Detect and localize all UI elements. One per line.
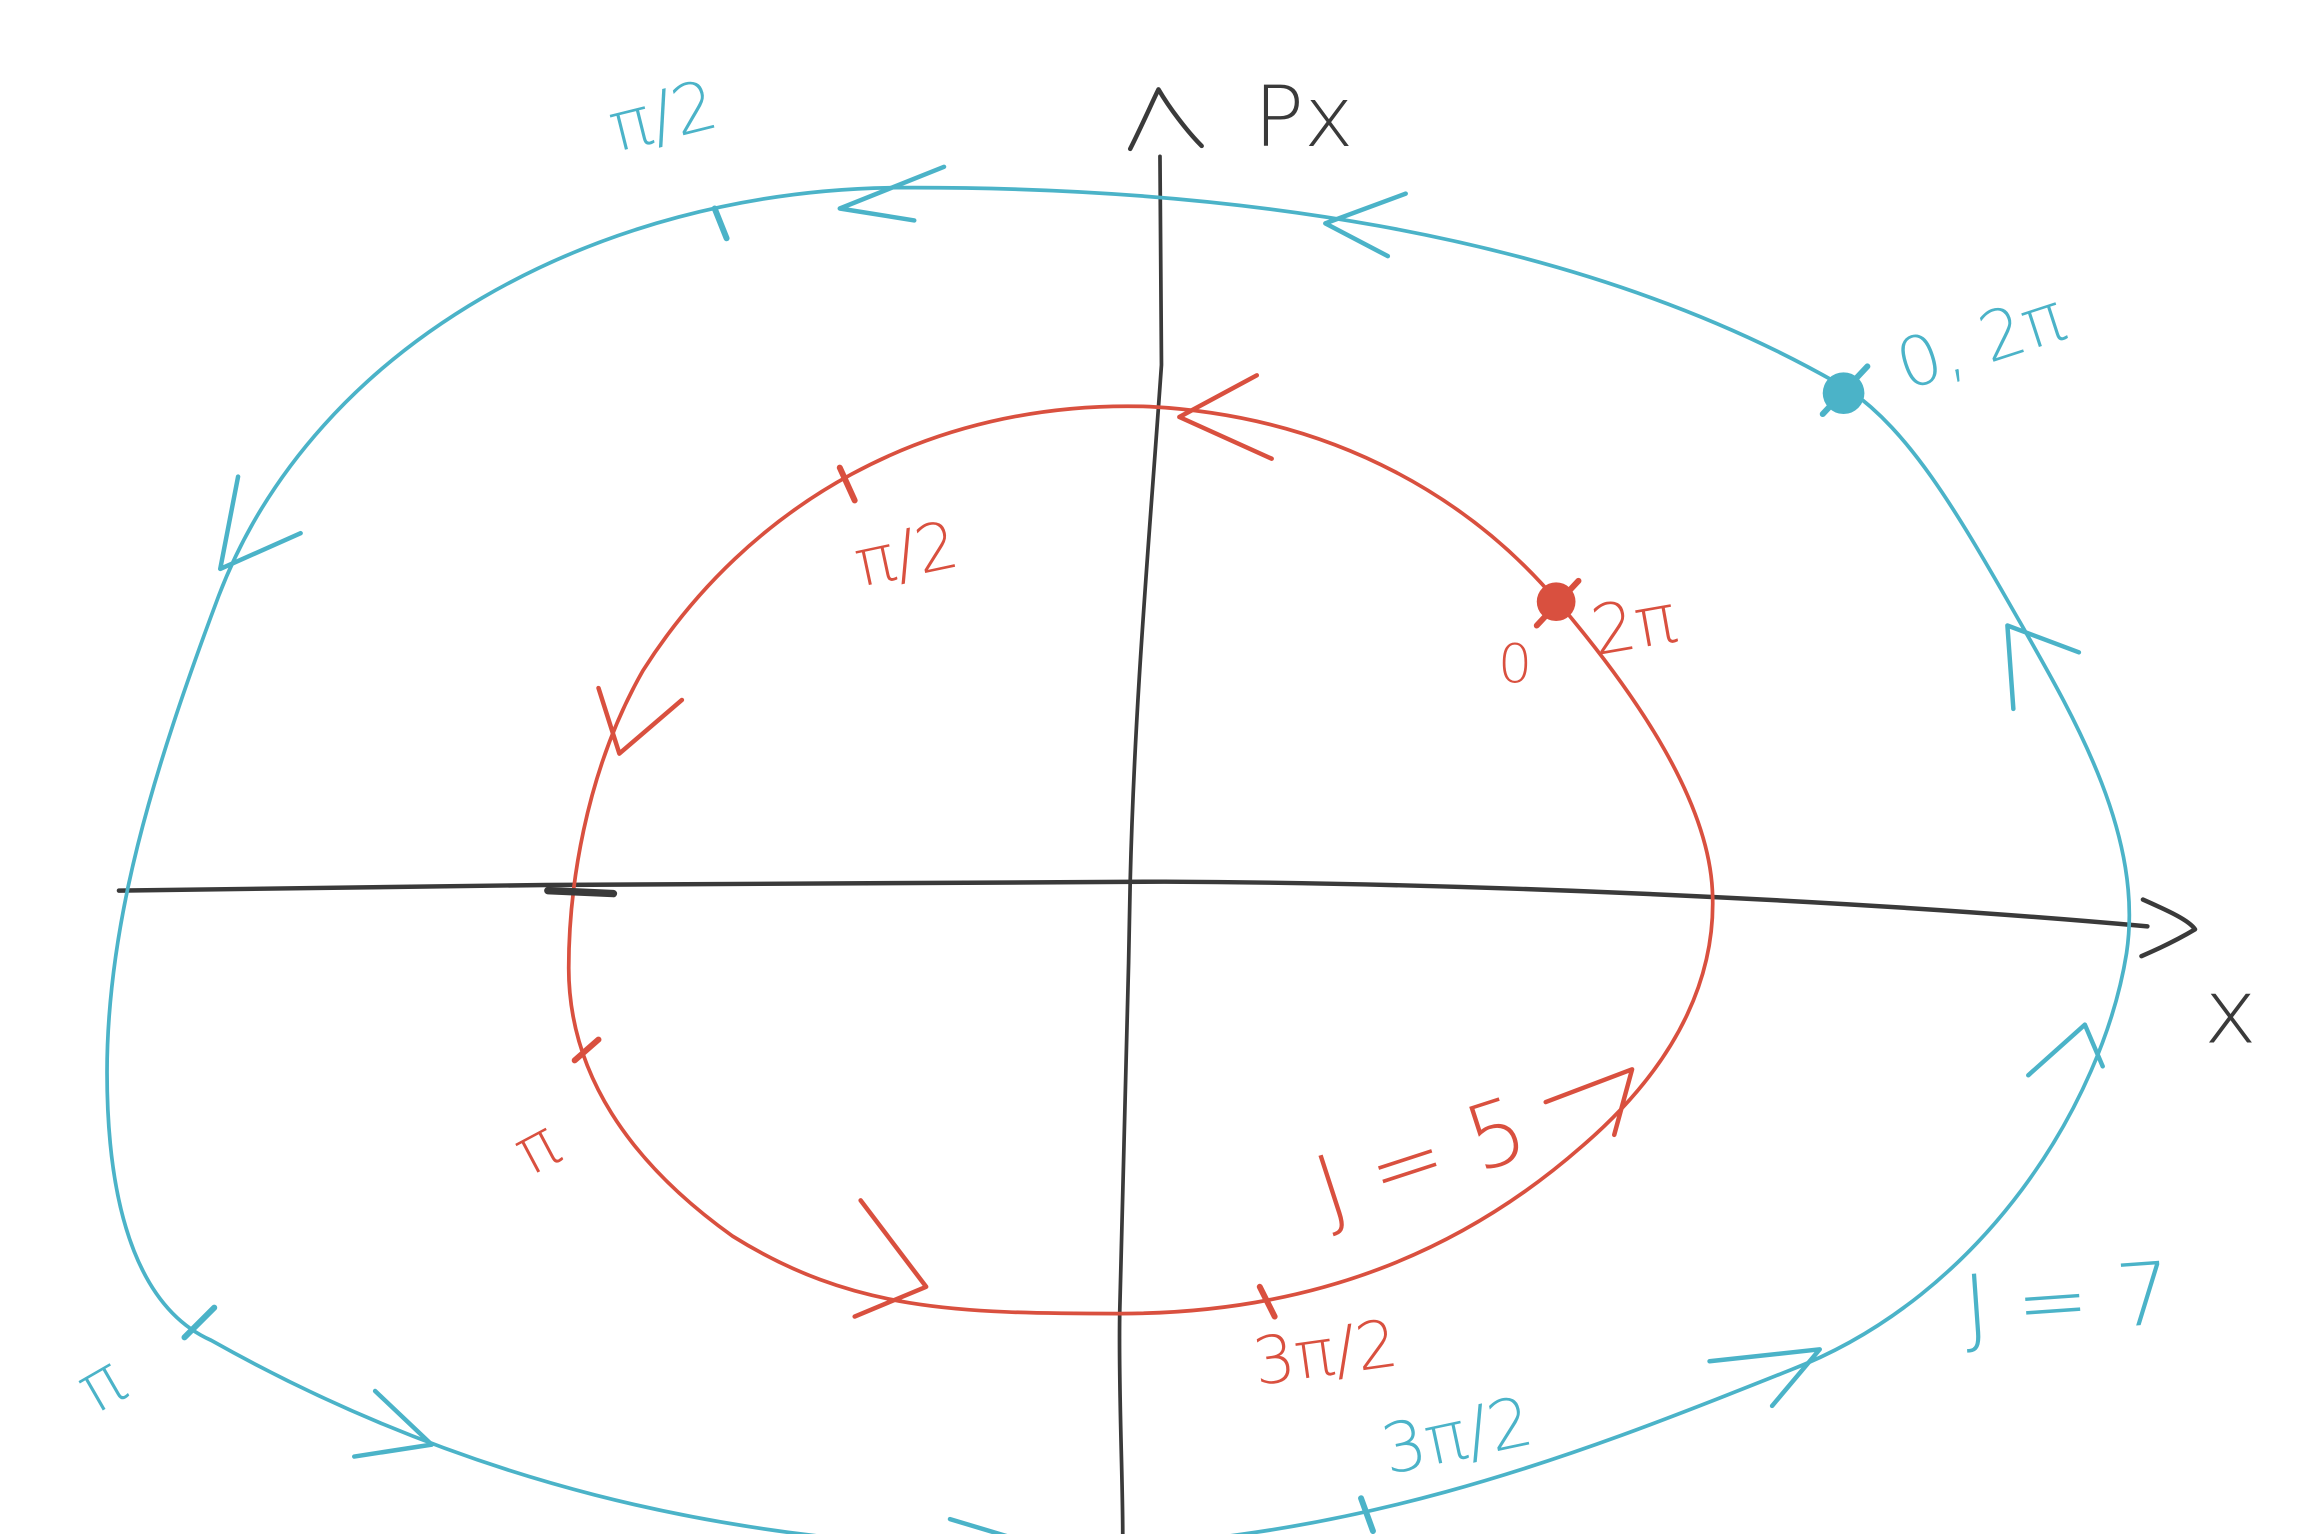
outer-arrow-bottom-right-icon (1707, 1347, 1822, 1409)
inner-label-zero: 0 (1498, 632, 1532, 695)
outer-tick-three-quarter (1358, 1495, 1376, 1534)
inner-arrow-bottom-right-icon (1543, 1067, 1635, 1138)
x-axis-arrowhead-icon (2139, 897, 2198, 959)
outer-arrow-top-left-icon (837, 164, 947, 223)
outer-label-quarter: π/2 (601, 65, 725, 169)
inner-arrow-left-icon (596, 685, 685, 756)
inner-orbit-curve (566, 404, 1715, 1316)
px-axis-arrowhead-icon (1127, 87, 1204, 152)
outer-action-label: J = 7 (1960, 1244, 2174, 1358)
x-axis-label: x (2204, 961, 2257, 1065)
inner-label-half: π (502, 1105, 573, 1191)
outer-arrow-top-right-icon (1323, 191, 1408, 259)
outer-label-half: π (64, 1340, 140, 1430)
outer-tick-half (181, 1304, 218, 1341)
outer-label-three-quarter: 3π/2 (1375, 1381, 1540, 1491)
outer-tick-quarter (711, 205, 730, 242)
outer-arrow-right-upper-icon (2005, 623, 2082, 712)
outer-orbit-curve (105, 185, 2132, 1534)
outer-arrow-right-lower-icon (2026, 1022, 2105, 1078)
px-axis-label: Px (1254, 69, 1354, 166)
outer-arrow-left-icon (217, 474, 303, 572)
inner-x-crossing-mark (544, 886, 618, 898)
inner-arrow-top-icon (1177, 373, 1274, 461)
outer-start-slash (1819, 363, 1871, 418)
outer-label-start: 0, 2π (1887, 277, 2075, 406)
inner-orbit: 0 2π π/2 π 3π/2 J = 5 (502, 373, 1715, 1401)
inner-start-slash (1533, 577, 1582, 629)
inner-label-three-quarter: 3π/2 (1248, 1305, 1402, 1400)
inner-action-label: J = 5 (1303, 1077, 1539, 1242)
px-axis-line (1117, 154, 1164, 1534)
inner-arrow-bottom-left-icon (852, 1198, 929, 1319)
outer-arrow-bottom-icon (947, 1516, 1008, 1534)
inner-tick-quarter (836, 464, 858, 504)
inner-tick-half (571, 1036, 602, 1064)
inner-label-two-pi: 2π (1585, 579, 1682, 673)
x-axis-line (116, 879, 2150, 929)
axes: Px x (116, 69, 2257, 1534)
inner-label-quarter: π/2 (848, 507, 965, 603)
inner-tick-three-quarter (1256, 1283, 1278, 1320)
outer-arrow-bottom-left-icon (352, 1388, 434, 1459)
